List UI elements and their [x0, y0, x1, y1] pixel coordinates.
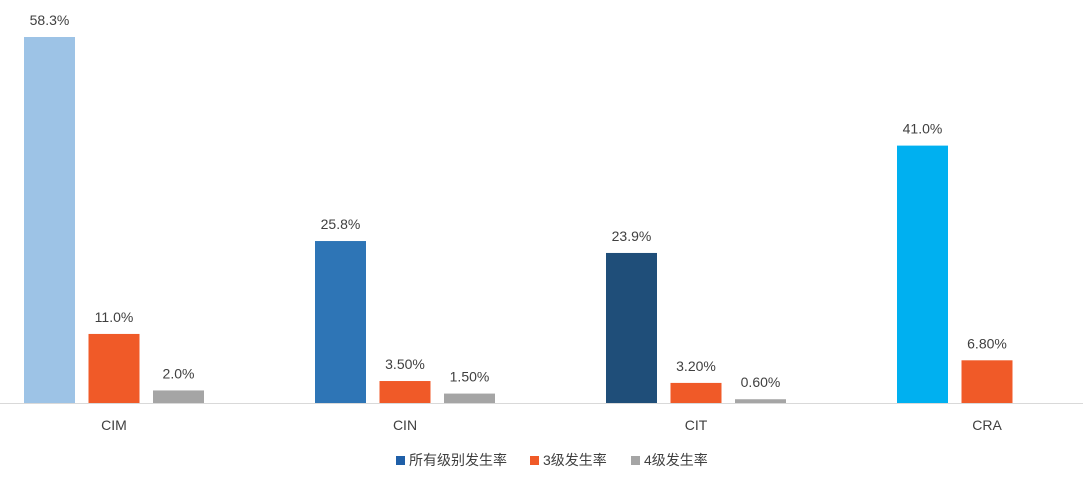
legend-swatch-series-3 [631, 456, 640, 465]
bar-cin-series-2 [379, 381, 431, 403]
data-label-cim-series-3: 2.0% [163, 365, 195, 381]
legend-label-series-2: 3级发生率 [543, 452, 607, 468]
bar-cit-series-3 [735, 399, 786, 403]
bars-layer [24, 37, 1013, 403]
data-label-cin-series-3: 1.50% [450, 369, 490, 385]
category-label-cin: CIN [393, 417, 417, 433]
data-label-cra-series-1: 41.0% [903, 121, 943, 137]
data-label-cit-series-2: 3.20% [676, 358, 716, 374]
bar-cin-series-3 [444, 393, 495, 403]
data-label-cit-series-3: 0.60% [741, 374, 781, 390]
legend: 所有级别发生率 3级发生率 4级发生率 [396, 452, 708, 468]
bar-cim-series-3 [153, 390, 204, 403]
bar-cim-series-2 [88, 333, 140, 403]
data-label-cin-series-1: 25.8% [321, 216, 361, 232]
bar-cin-series-1 [315, 241, 366, 403]
data-label-cra-series-2: 6.80% [967, 335, 1007, 351]
category-label-cit: CIT [685, 417, 708, 433]
legend-swatch-series-1 [396, 456, 405, 465]
category-labels-layer: CIM CIN CIT CRA [101, 417, 1002, 433]
legend-label-series-1: 所有级别发生率 [409, 452, 507, 468]
bar-cim-series-1 [24, 37, 75, 403]
category-label-cra: CRA [972, 417, 1002, 433]
data-label-cit-series-1: 23.9% [612, 228, 652, 244]
value-labels-layer: 58.3% 11.0% 2.0% 25.8% 3.50% 1.50% 23.9% 3.20% 0… [30, 12, 1007, 390]
legend-swatch-series-2 [530, 456, 539, 465]
data-label-cim-series-2: 11.0% [95, 309, 134, 325]
bar-cit-series-2 [670, 382, 722, 403]
bar-cit-series-1 [606, 252, 657, 403]
legend-label-series-3: 4级发生率 [644, 452, 708, 468]
data-label-cim-series-1: 58.3% [30, 12, 70, 28]
bar-cra-series-1 [897, 145, 948, 403]
category-label-cim: CIM [101, 417, 127, 433]
bar-cra-series-2 [961, 360, 1013, 403]
data-label-cin-series-2: 3.50% [385, 356, 425, 372]
